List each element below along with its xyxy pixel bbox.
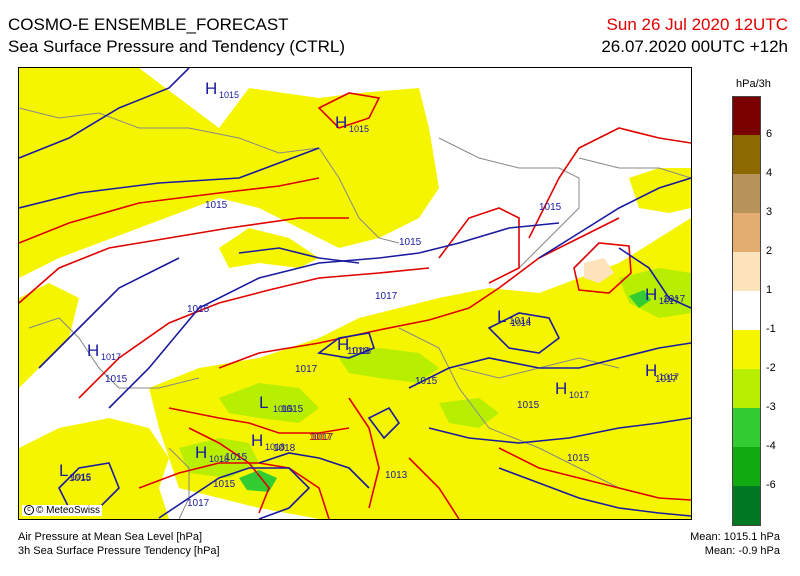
isobar-label-red: 1017 — [309, 432, 332, 443]
isobar-label: 1015 — [187, 304, 210, 315]
center-h-9: H — [645, 361, 657, 380]
isobar-label: 1017 — [295, 364, 318, 375]
pressure-mean: Mean: 1015.1 hPa — [690, 531, 780, 543]
legend-swatch — [732, 213, 761, 252]
isobar-label: 1017 — [655, 374, 678, 385]
center-h-7: H — [251, 431, 263, 450]
isobar-labels: 1015 1015 1015 1015 1015 1017 1014 1015 … — [69, 200, 686, 509]
legend-swatch — [732, 174, 761, 213]
legend-swatch — [732, 369, 761, 408]
isobar-label: 1015 — [281, 404, 304, 415]
legend-tick-label: -6 — [766, 479, 776, 491]
isobar-label: 1018 — [347, 346, 370, 357]
credit-label: c © MeteoSwiss — [22, 505, 103, 516]
blue-contours — [19, 68, 691, 519]
center-l-3: L — [59, 461, 68, 480]
credit-text: © MeteoSwiss — [36, 505, 101, 516]
valid-time: Sun 26 Jul 2020 12UTC — [606, 15, 788, 34]
legend-tick-label: -2 — [766, 362, 776, 374]
border-lines — [19, 107, 691, 519]
legend-swatch — [732, 486, 761, 526]
legend-swatch — [732, 330, 761, 369]
center-h-1-value: 1015 — [219, 90, 239, 100]
center-h-2: H — [335, 113, 347, 132]
center-h-7-value: 1018 — [265, 442, 285, 452]
center-h-4: H — [645, 285, 657, 304]
model-title: COSMO-E ENSEMBLE_FORECAST — [8, 15, 289, 34]
isobar-label: 1017 — [187, 498, 210, 509]
center-h-6-value: 1017 — [569, 390, 589, 400]
isobar-label: 1015 — [225, 452, 248, 463]
center-l-3-value: 1015 — [71, 472, 91, 482]
center-h-5-value: 1018 — [351, 346, 371, 356]
isobar-label: 1017 — [375, 291, 398, 302]
center-h-1: H — [205, 79, 217, 98]
legend-swatch — [732, 447, 761, 486]
center-h-3-value: 1017 — [101, 352, 121, 362]
tendency-field-label: 3h Sea Surface Pressure Tendency [hPa] — [18, 545, 220, 557]
legend-tick-label: -4 — [766, 440, 776, 452]
forecast-map: H 1015 H 1015 H 1017 H 1017 L 1014 H 101… — [18, 67, 692, 520]
center-l-1: L — [497, 307, 506, 326]
map-canvas: H 1015 H 1015 H 1017 H 1017 L 1014 H 101… — [19, 68, 691, 519]
isobar-label: 1018 — [273, 443, 296, 454]
isobar-label: 1015 — [567, 453, 590, 464]
center-l-2-value: 1015 — [273, 404, 293, 414]
center-h-8: H — [195, 443, 207, 462]
tendency-legend: hPa/3h 6 4 3 2 1 -1 -2 -3 -4 -6 — [730, 78, 790, 526]
legend-swatch — [732, 252, 761, 291]
legend-swatch — [732, 408, 761, 447]
legend-swatch — [732, 96, 761, 136]
meteoswiss-logo-icon: c — [24, 505, 34, 516]
isobar-label: 1015 — [69, 473, 92, 484]
center-h-6: H — [555, 379, 567, 398]
isobar-label: 1014 — [509, 316, 532, 327]
isobar-label: 1017 — [311, 432, 334, 443]
isobar-label: 1015 — [399, 237, 422, 248]
center-h-3: H — [87, 341, 99, 360]
center-h-5: H — [337, 335, 349, 354]
center-l-2: L — [259, 393, 268, 412]
legend-tick-label: -1 — [766, 323, 776, 335]
tendency-mean: Mean: -0.9 hPa — [704, 545, 780, 557]
center-h-9-value: 1017 — [659, 372, 679, 382]
isobar-label: 1015 — [415, 376, 438, 387]
isobar-label: 1017 — [663, 294, 686, 305]
center-h-2-value: 1015 — [349, 124, 369, 134]
time-block: Sun 26 Jul 2020 12UTC 26.07.2020 00UTC +… — [601, 14, 788, 58]
footer-means: Mean: 1015.1 hPa Mean: -0.9 hPa — [690, 530, 780, 558]
legend-unit: hPa/3h — [736, 78, 771, 90]
isobar-label: 1015 — [539, 202, 562, 213]
legend-tick-label: 6 — [766, 128, 773, 140]
tendency-fill-orange — [584, 258, 614, 283]
center-h-8-value: 1018 — [209, 454, 229, 464]
red-contours — [19, 92, 691, 519]
center-l-1-value: 1014 — [511, 318, 531, 328]
tendency-fill-yellow — [19, 68, 691, 519]
pressure-field-label: Air Pressure at Mean Sea Level [hPa] — [18, 531, 203, 543]
center-h-4-value: 1017 — [659, 296, 679, 306]
isobar-label: 1015 — [205, 200, 228, 211]
legend-tick-label: 3 — [766, 206, 773, 218]
legend-swatch — [732, 135, 761, 174]
legend-tick-label: 1 — [766, 284, 773, 296]
isobar-label: 1013 — [385, 470, 408, 481]
legend-tick-label: 2 — [766, 245, 773, 257]
isobar-label: 1015 — [105, 374, 128, 385]
footer-fields: Air Pressure at Mean Sea Level [hPa] 3h … — [18, 530, 220, 558]
isobar-label: 1015 — [517, 400, 540, 411]
legend-swatch — [732, 291, 761, 330]
product-title: Sea Surface Pressure and Tendency (CTRL) — [8, 37, 346, 56]
title-block: COSMO-E ENSEMBLE_FORECAST Sea Surface Pr… — [8, 14, 345, 58]
isobar-label: 1015 — [213, 479, 236, 490]
legend-tick-label: -3 — [766, 401, 776, 413]
pressure-centers: H 1015 H 1015 H 1017 H 1017 L 1014 H 101… — [59, 79, 679, 482]
run-time: 26.07.2020 00UTC +12h — [601, 37, 788, 56]
legend-tick-label: 4 — [766, 167, 773, 179]
